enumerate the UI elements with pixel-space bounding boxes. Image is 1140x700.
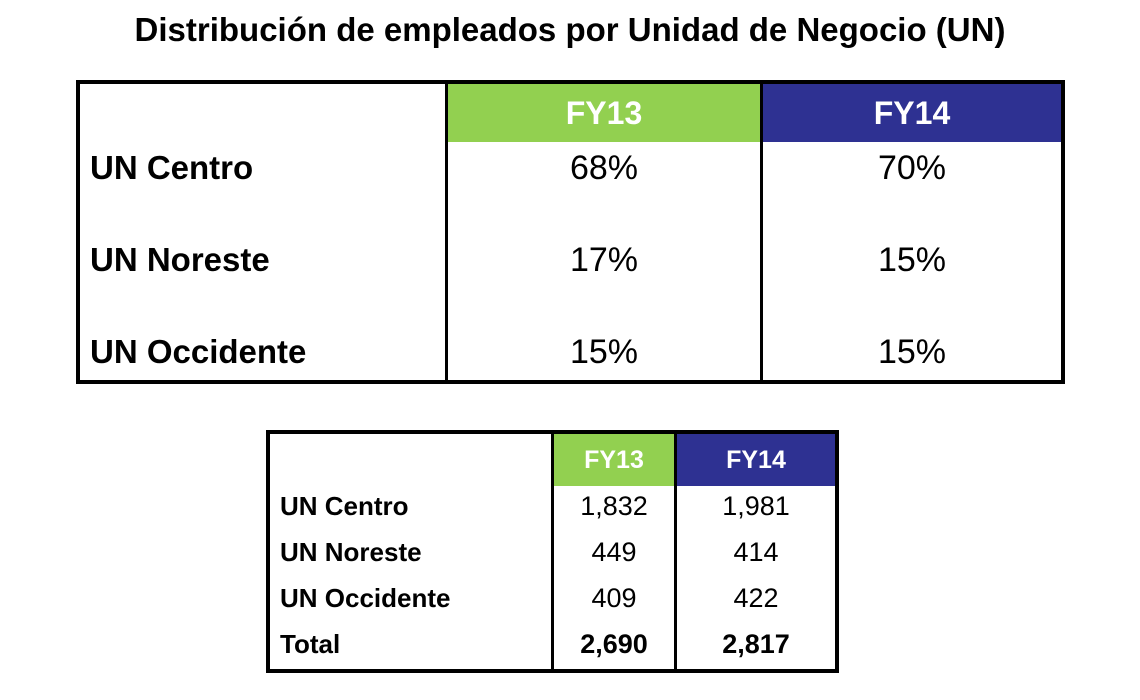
cell-fy14-un-centro: 1,981 xyxy=(722,491,790,521)
row-label-un-noreste: UN Noreste xyxy=(90,241,270,278)
row-label-un-occidente: UN Occidente xyxy=(280,583,451,613)
row-label-un-noreste: UN Noreste xyxy=(280,537,422,567)
column-divider xyxy=(674,434,677,669)
cell-fy14-un-occidente: 422 xyxy=(733,583,779,613)
row-label-un-centro: UN Centro xyxy=(90,149,254,186)
column-divider xyxy=(551,434,554,669)
cell-fy13-un-centro: 1,832 xyxy=(580,491,648,521)
cell-fy13-un-occidente: 409 xyxy=(591,583,637,613)
header-fy14: FY14 xyxy=(763,84,1061,142)
percent-table: FY13 FY14 UN Centro 68% 70% UN Noreste 1… xyxy=(76,80,1065,384)
row-label-un-occidente: UN Occidente xyxy=(90,333,307,370)
cell-fy14-un-centro: 70% xyxy=(877,149,947,187)
cell-fy14-un-occidente: 15% xyxy=(877,333,947,371)
cell-fy13-un-noreste: 17% xyxy=(569,241,639,279)
header-fy14: FY14 xyxy=(677,434,835,486)
cell-fy13-un-noreste: 449 xyxy=(591,537,637,567)
cell-fy13-total: 2,690 xyxy=(580,629,648,659)
column-divider xyxy=(445,84,448,380)
count-table: FY13 FY14 UN Centro 1,832 1,981 UN Nores… xyxy=(266,430,839,673)
header-fy13: FY13 xyxy=(554,434,674,486)
cell-fy14-total: 2,817 xyxy=(722,629,790,659)
cell-fy13-un-centro: 68% xyxy=(569,149,639,187)
row-label-un-centro: UN Centro xyxy=(280,491,409,521)
row-label-total: Total xyxy=(280,629,341,659)
cell-fy14-un-noreste: 15% xyxy=(877,241,947,279)
cell-fy14-un-noreste: 414 xyxy=(733,537,779,567)
cell-fy13-un-occidente: 15% xyxy=(569,333,639,371)
page-title: Distribución de empleados por Unidad de … xyxy=(134,11,1006,48)
column-divider xyxy=(760,84,763,380)
header-fy13: FY13 xyxy=(448,84,760,142)
